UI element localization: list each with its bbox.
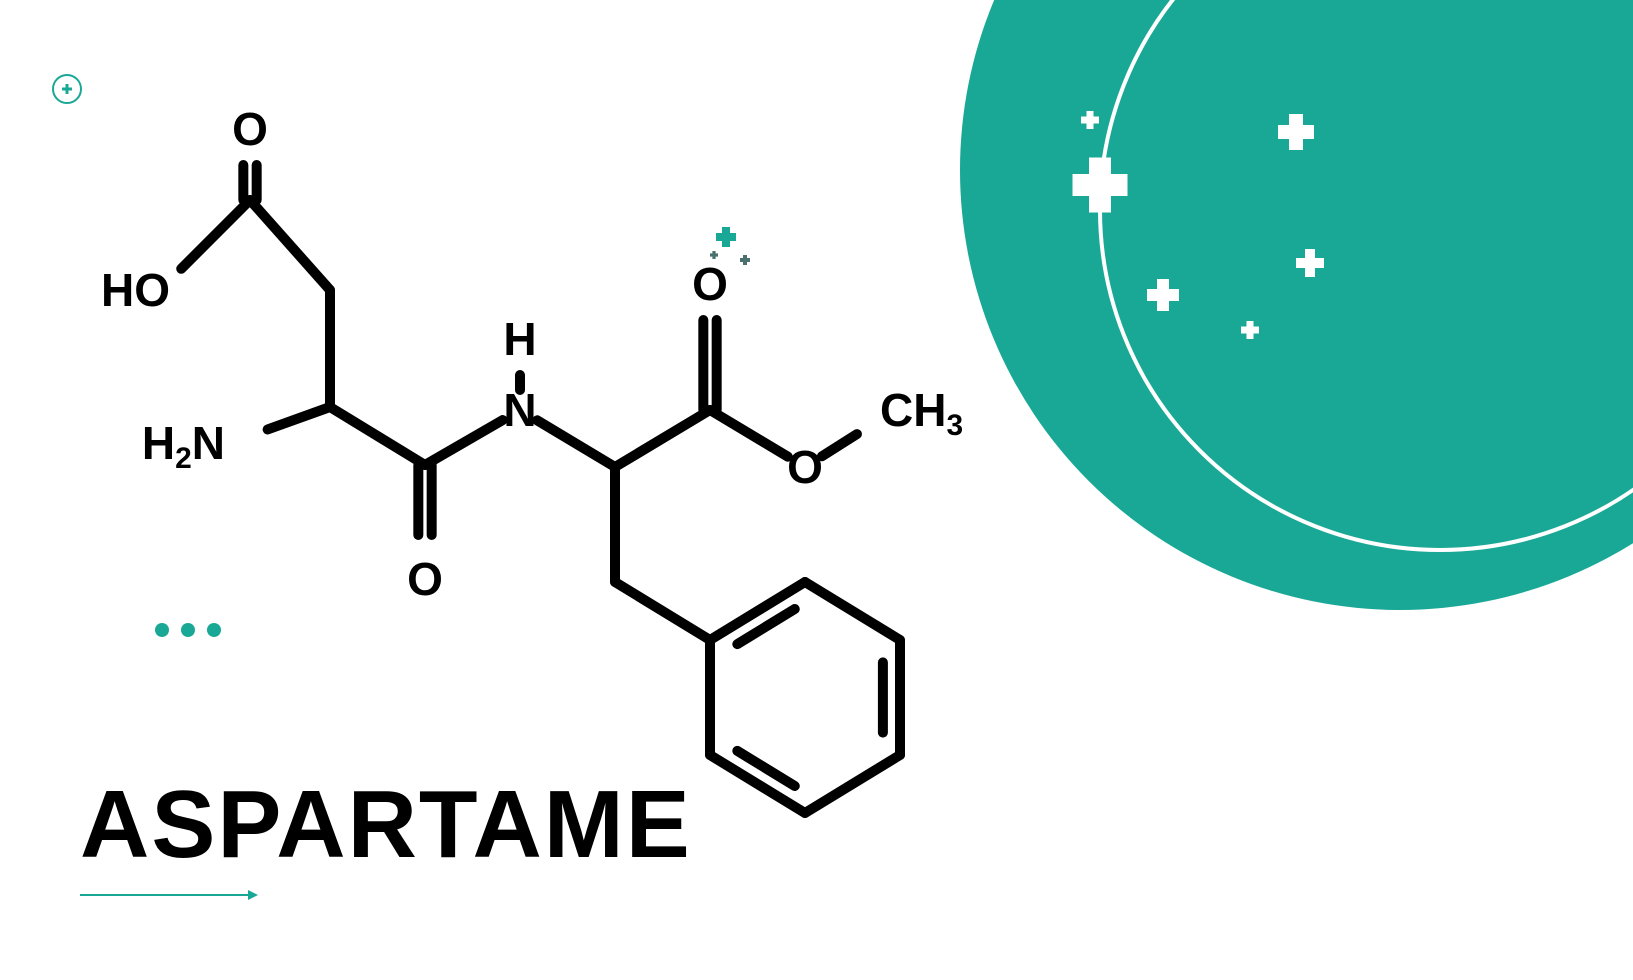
svg-text:CH3: CH3 xyxy=(880,384,963,442)
infographic-canvas: H2NOHOONHOOCH3 ASPARTAME xyxy=(0,0,1633,980)
svg-text:H: H xyxy=(503,313,536,365)
svg-text:N: N xyxy=(503,384,536,436)
decor-dot xyxy=(181,623,195,637)
svg-text:O: O xyxy=(232,103,268,155)
plus-circle-icon xyxy=(48,70,86,108)
compound-title: ASPARTAME xyxy=(80,770,692,880)
svg-text:H2N: H2N xyxy=(142,417,225,475)
decor-dot xyxy=(207,623,221,637)
svg-text:HO: HO xyxy=(101,264,170,316)
decor-dot xyxy=(155,623,169,637)
svg-text:O: O xyxy=(692,258,728,310)
arrow-icon xyxy=(80,885,260,905)
svg-text:O: O xyxy=(787,441,823,493)
decor-dots xyxy=(155,623,221,637)
svg-text:O: O xyxy=(407,553,443,605)
